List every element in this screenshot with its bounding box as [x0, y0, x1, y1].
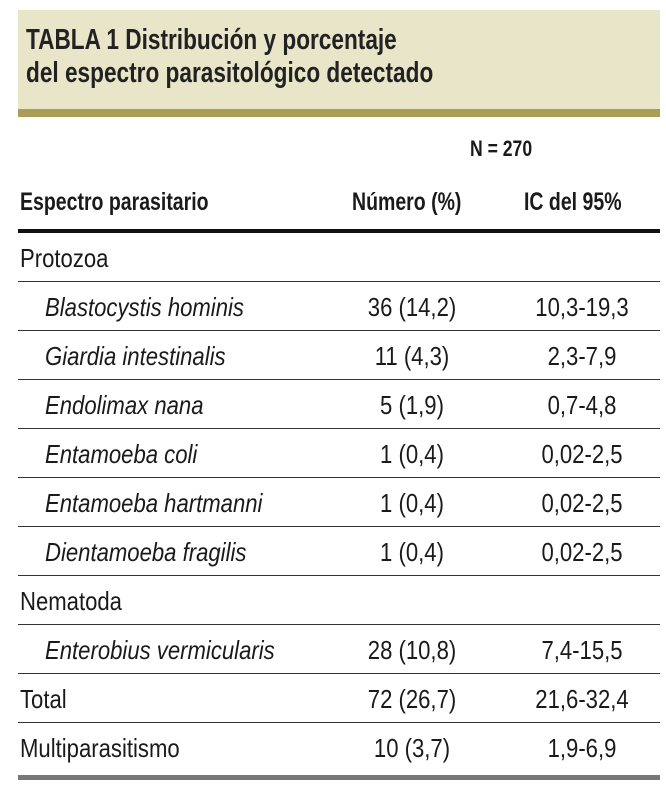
row-name: Total: [20, 684, 67, 714]
row-name: Entamoeba hartmanni: [45, 488, 263, 518]
header-rule: [18, 229, 660, 233]
title-underline-bar: [18, 109, 660, 117]
table-body: Protozoa Blastocystis hominis 36 (14,2) 10,…: [18, 233, 660, 771]
table-row: Enterobius vermicularis 28 (10,8) 7,4-15,5: [18, 625, 660, 674]
table-row: Entamoeba hartmanni 1 (0,4) 0,02-2,5: [18, 478, 660, 527]
title-line-2: del espectro parasitológico detectado: [26, 57, 434, 89]
header-ci: IC del 95%: [524, 188, 622, 216]
row-name: Endolimax nana: [45, 390, 204, 420]
header-number: Número (%): [352, 188, 462, 216]
row-name: Nematoda: [20, 586, 122, 616]
row-name: Protozoa: [20, 243, 109, 273]
row-name: Multiparasitismo: [20, 733, 180, 763]
bottom-rule: [18, 775, 660, 780]
row-name: Blastocystis hominis: [45, 292, 244, 322]
sample-size: N = 270: [470, 136, 533, 161]
table-row: Dientamoeba fragilis 1 (0,4) 0,02-2,5: [18, 527, 660, 576]
table-row: Nematoda: [18, 576, 660, 625]
row-name: Entamoeba coli: [45, 439, 198, 469]
table-row: Entamoeba coli 1 (0,4) 0,02-2,5: [18, 429, 660, 478]
table-row: Endolimax nana 5 (1,9) 0,7-4,8: [18, 380, 660, 429]
table-title: TABLA 1 Distribución y porcentaje del es…: [26, 24, 433, 90]
table-row: Total 72 (26,7) 21,6-32,4: [18, 674, 660, 723]
row-name: Enterobius vermicularis: [45, 635, 275, 665]
title-line-1: TABLA 1 Distribución y porcentaje: [26, 24, 397, 56]
row-name: Dientamoeba fragilis: [45, 537, 247, 567]
table-row: Protozoa: [18, 233, 660, 282]
table-title-box: [18, 10, 660, 109]
table-row: Multiparasitismo 10 (3,7) 1,9-6,9: [20, 733, 617, 763]
row-name: Giardia intestinalis: [45, 341, 226, 371]
table-row: Blastocystis hominis 36 (14,2) 10,3-19,3: [18, 282, 660, 331]
header-spectrum: Espectro parasitario: [20, 188, 209, 216]
table-row: Giardia intestinalis 11 (4,3) 2,3-7,9: [18, 331, 660, 380]
